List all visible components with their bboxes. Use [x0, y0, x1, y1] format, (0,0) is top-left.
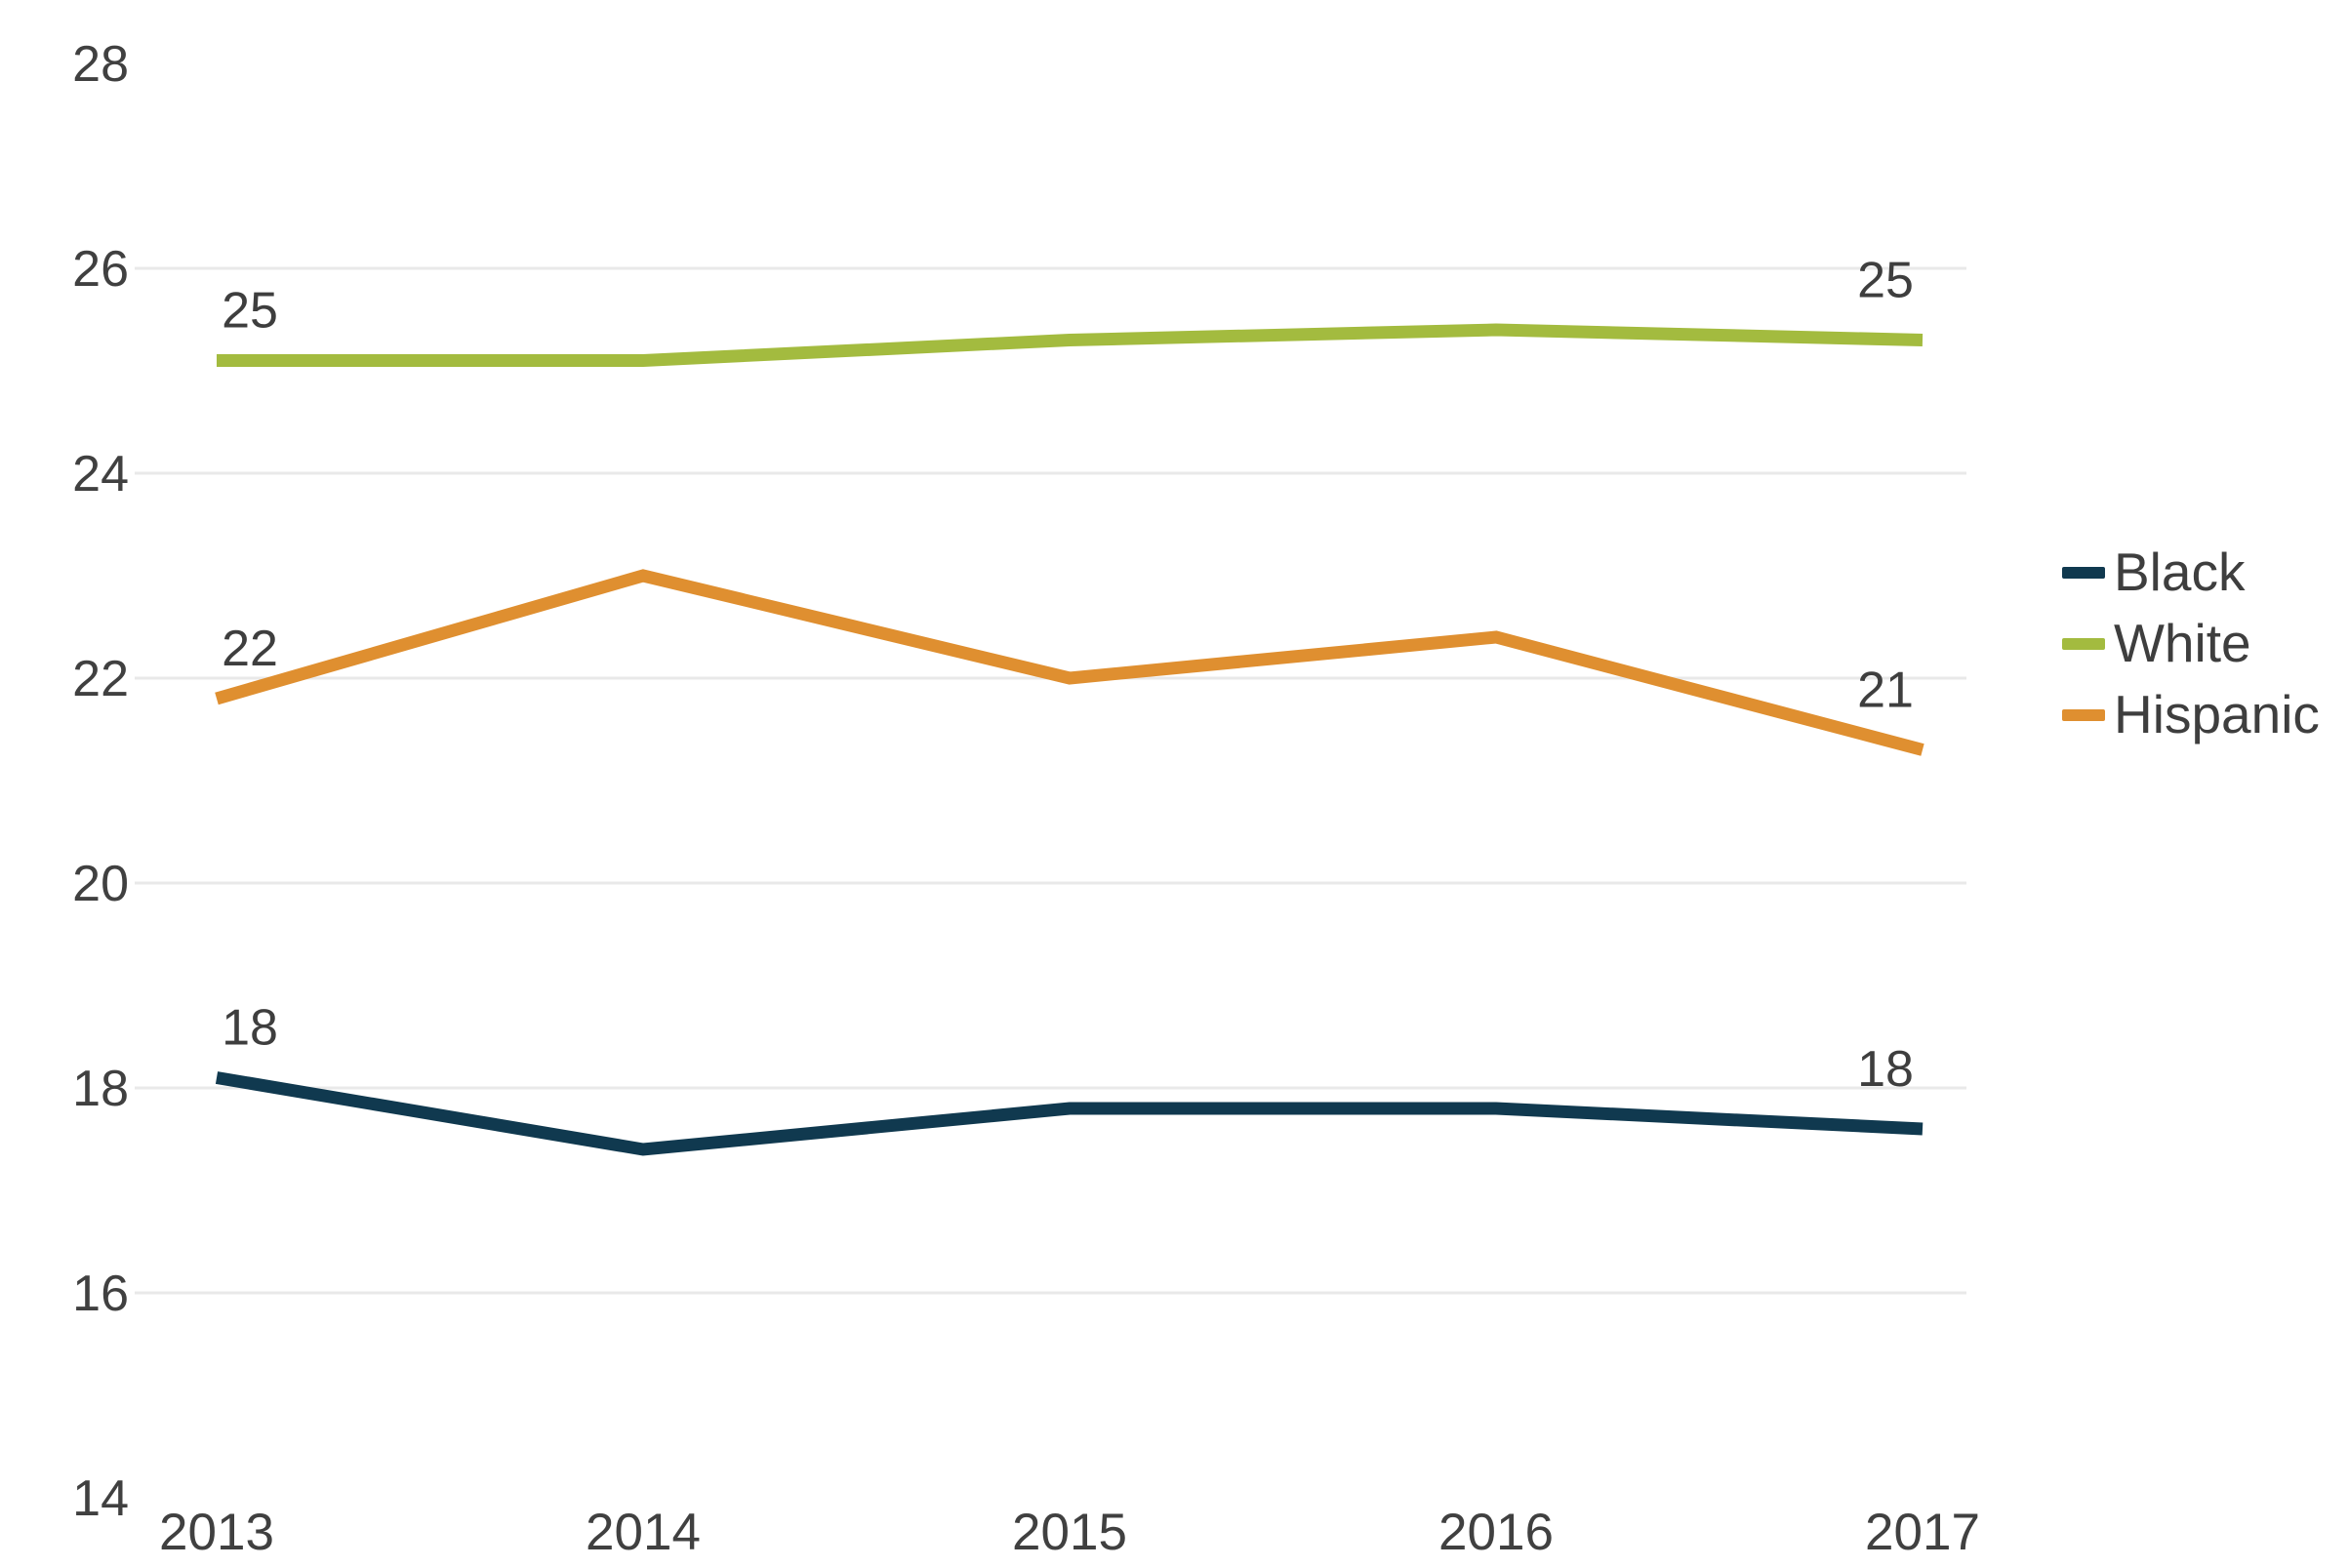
y-tick-label-18: 18 [72, 1061, 129, 1117]
data-label-black-last: 18 [1857, 1041, 1914, 1098]
legend-item-hispanic: Hispanic [2062, 679, 2320, 750]
legend-label-white: White [2114, 613, 2251, 673]
legend-swatch-hispanic-icon [2062, 708, 2105, 721]
legend-label-black: Black [2114, 542, 2246, 602]
x-tick-label-2013: 2013 [159, 1504, 274, 1561]
data-label-white-last: 25 [1857, 253, 1914, 309]
data-label-hispanic-first: 22 [222, 621, 278, 677]
legend-item-white: White [2062, 608, 2320, 679]
legend-label-hispanic: Hispanic [2114, 684, 2320, 744]
series-line-black [215, 1071, 1924, 1156]
legend-item-black: Black [2062, 537, 2320, 608]
x-tick-label-2016: 2016 [1438, 1504, 1554, 1561]
legend-swatch-black-icon [2062, 566, 2105, 579]
y-tick-label-22: 22 [72, 651, 129, 707]
data-label-hispanic-last: 21 [1857, 663, 1914, 719]
series-line-hispanic [215, 569, 1924, 756]
y-tick-label-24: 24 [72, 446, 129, 503]
legend: Black White Hispanic [2062, 537, 2320, 750]
y-tick-label-20: 20 [72, 856, 129, 912]
x-tick-label-2014: 2014 [586, 1504, 701, 1561]
x-tick-label-2017: 2017 [1865, 1504, 1980, 1561]
data-label-white-first: 25 [222, 283, 278, 340]
x-tick-label-2015: 2015 [1012, 1504, 1127, 1561]
y-tick-label-14: 14 [72, 1470, 129, 1527]
y-tick-label-16: 16 [72, 1266, 129, 1322]
data-label-black-first: 18 [222, 1000, 278, 1057]
legend-swatch-white-icon [2062, 637, 2105, 650]
y-tick-label-28: 28 [72, 36, 129, 93]
y-tick-label-26: 26 [72, 241, 129, 298]
series-line-white [217, 323, 1924, 367]
